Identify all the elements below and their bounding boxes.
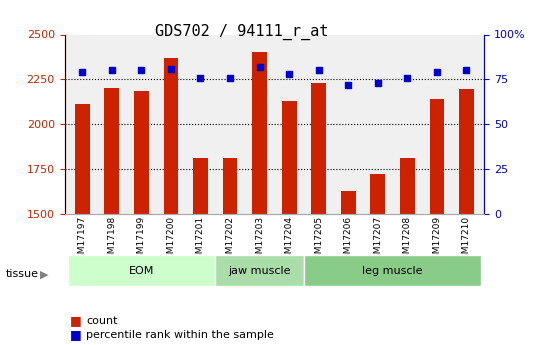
Point [167,66,175,71]
Text: GSM17205: GSM17205 [314,216,323,265]
FancyBboxPatch shape [215,255,304,286]
FancyBboxPatch shape [67,255,215,286]
Point [314,68,323,73]
Point [196,75,205,80]
Point [344,82,352,88]
Text: EOM: EOM [129,266,154,276]
Point [285,71,293,77]
Text: count: count [86,316,118,326]
Bar [312,83,326,345]
Bar [164,58,178,345]
Text: GSM17207: GSM17207 [373,216,383,265]
Bar [252,52,267,345]
Text: ■: ■ [70,328,82,341]
FancyBboxPatch shape [304,255,482,286]
Text: leg muscle: leg muscle [362,266,423,276]
Bar [341,190,356,345]
Text: ■: ■ [70,314,82,327]
Point [78,69,87,75]
Text: GSM17202: GSM17202 [225,216,235,265]
Text: GSM17199: GSM17199 [137,216,146,265]
Text: GSM17210: GSM17210 [462,216,471,265]
Bar [282,101,296,345]
Text: GSM17203: GSM17203 [255,216,264,265]
Text: GSM17208: GSM17208 [403,216,412,265]
Point [256,64,264,70]
Text: jaw muscle: jaw muscle [228,266,291,276]
Point [137,68,146,73]
Point [226,75,235,80]
Bar [75,104,90,345]
Bar [134,91,149,345]
Text: tissue: tissue [5,269,38,279]
Text: GSM17198: GSM17198 [108,216,116,265]
Point [373,80,382,86]
Text: GSM17197: GSM17197 [78,216,87,265]
Point [108,68,116,73]
Bar [400,158,415,345]
Point [403,75,412,80]
Bar [459,89,474,345]
Point [433,69,441,75]
Text: percentile rank within the sample: percentile rank within the sample [86,330,274,339]
Text: GSM17206: GSM17206 [344,216,353,265]
Text: ▶: ▶ [40,269,49,279]
Point [462,68,471,73]
Text: GSM17204: GSM17204 [285,216,294,265]
Bar [371,175,385,345]
Bar [104,88,119,345]
Bar [429,99,444,345]
Text: GSM17209: GSM17209 [433,216,441,265]
Text: GSM17200: GSM17200 [166,216,175,265]
Bar [193,158,208,345]
Text: GSM17201: GSM17201 [196,216,205,265]
Text: GDS702 / 94111_r_at: GDS702 / 94111_r_at [155,24,329,40]
Bar [223,158,237,345]
